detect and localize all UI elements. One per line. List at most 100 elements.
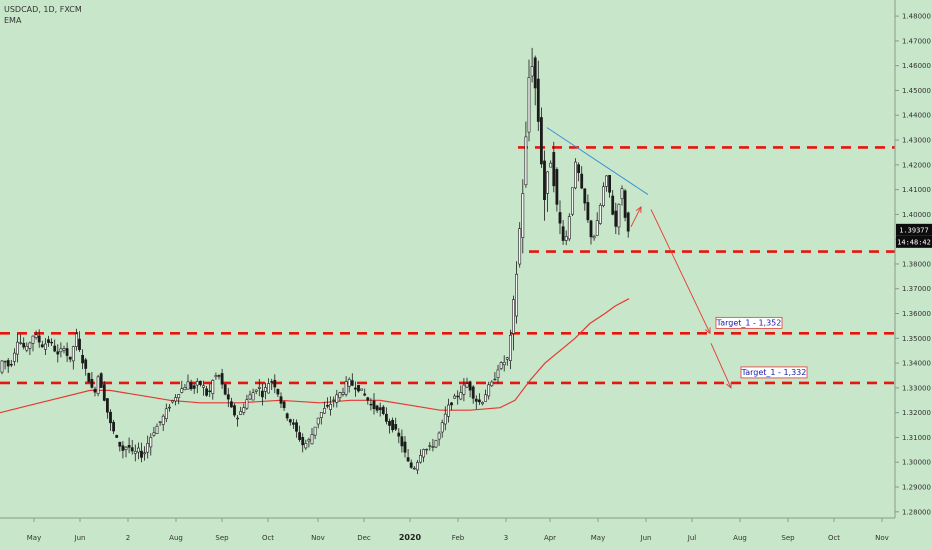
candle-body (16, 341, 19, 355)
candle-body (350, 380, 354, 386)
candle-body (344, 381, 348, 395)
candle-body (381, 406, 385, 414)
candle-body (512, 299, 515, 334)
candle-body (434, 440, 438, 448)
candle-body (65, 348, 69, 356)
candle-body (611, 195, 615, 215)
candle-body (118, 441, 122, 447)
candle-body (446, 404, 450, 417)
time-tick-label: Aug (733, 534, 747, 542)
candle-body (409, 462, 413, 468)
candle-body (384, 413, 388, 422)
time-tick-label: Apr (544, 534, 556, 542)
candle-body (378, 407, 382, 411)
candle-body (90, 379, 94, 388)
candle-body (19, 342, 23, 344)
candle-body (112, 421, 116, 432)
candle-body (59, 348, 63, 353)
time-tick-label: Oct (828, 534, 840, 542)
candle-body (360, 388, 364, 391)
candle-body (78, 338, 81, 350)
target-label: Target_1 - 1,352 (716, 319, 782, 328)
candle-body (137, 447, 140, 453)
candle-body (505, 357, 509, 360)
candle-body (595, 220, 599, 236)
candle-body (273, 379, 277, 388)
candle-body (130, 447, 134, 452)
price-tick-label: 1.47000 (902, 37, 931, 45)
countdown-label: 14:48:42 (897, 238, 931, 246)
candle-body (397, 432, 401, 437)
price-tick-label: 1.43000 (902, 137, 931, 145)
candle-body (415, 462, 419, 471)
candle-body (121, 445, 125, 451)
candle-body (536, 78, 540, 122)
time-tick-label: Jun (640, 534, 652, 542)
candle-body (437, 432, 441, 440)
candle-body (96, 376, 100, 394)
candle-body (574, 161, 577, 189)
candle-body (453, 395, 457, 399)
candle-body (539, 117, 543, 165)
candle-body (226, 394, 230, 400)
projection-arrow (710, 343, 732, 389)
horizontal-level-lines (0, 146, 895, 385)
candle-body (81, 355, 85, 364)
candle-body (205, 388, 209, 396)
candle-body (102, 384, 106, 401)
candle-body (71, 346, 75, 362)
candle-body (332, 399, 336, 402)
candle-body (106, 398, 109, 413)
time-tick-label: Nov (311, 534, 325, 542)
candle-body (316, 417, 320, 425)
candle-body (291, 422, 295, 425)
candle-body (493, 378, 497, 381)
current-price-badge (896, 223, 932, 236)
time-tick-label: 2 (126, 534, 130, 542)
candle-body (31, 335, 35, 344)
price-axis: 1.48000 1.47000 1.46000 1.45000 1.44000 1.430… (894, 0, 931, 518)
price-tick-label: 1.46000 (902, 62, 931, 70)
candle-body (177, 394, 181, 399)
candle-body (530, 66, 534, 77)
candles-layer (0, 47, 630, 475)
candle-body (375, 405, 379, 411)
price-tick-label: 1.31000 (902, 434, 931, 442)
candle-body (617, 203, 621, 228)
price-tick-label: 1.45000 (902, 87, 931, 95)
candle-body (326, 405, 329, 407)
candle-body (400, 436, 404, 447)
candle-body (254, 389, 258, 392)
target-label-box (715, 316, 783, 329)
candle-body (279, 396, 283, 404)
price-tick-label: 1.38000 (902, 260, 931, 268)
candle-body (264, 387, 267, 392)
candle-body (270, 381, 274, 383)
candle-body (341, 391, 345, 395)
candle-body (450, 402, 453, 406)
candle-body (87, 373, 91, 383)
candle-body (211, 380, 215, 394)
instrument-label: USDCAD, 1D, FXCM (4, 5, 82, 14)
current-price-label: 1.39377 (899, 226, 929, 234)
candle-body (357, 385, 360, 392)
candle-body (183, 387, 187, 391)
candle-body (428, 445, 432, 447)
projection-arrow (650, 209, 711, 334)
ema-line (0, 298, 630, 414)
candle-body (22, 342, 26, 348)
candle-body (570, 187, 574, 215)
price-tick-label: 1.35000 (902, 335, 931, 343)
candle-body (50, 341, 54, 344)
candle-body (521, 193, 525, 238)
price-tick-label: 1.34000 (902, 360, 931, 368)
candle-body (524, 136, 528, 186)
candle-body (239, 411, 243, 415)
time-tick-label: 2020 (399, 533, 422, 542)
candle-body (406, 457, 410, 462)
projection-arrow (630, 206, 642, 227)
candle-body (47, 339, 50, 343)
time-tick-label: Jul (687, 534, 697, 542)
candle-body (192, 385, 196, 389)
